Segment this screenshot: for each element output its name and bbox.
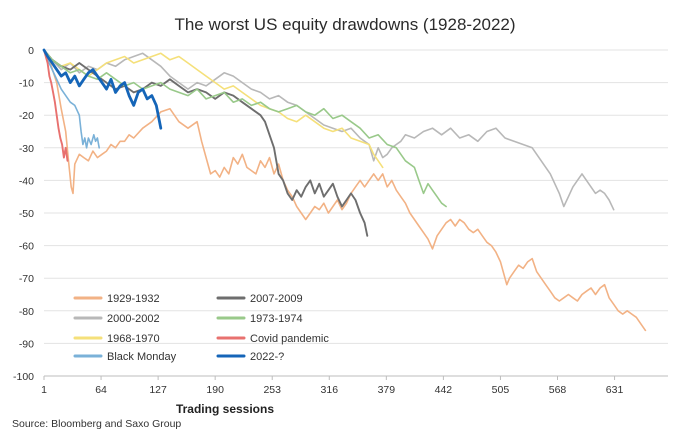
y-tick-label: -40: [19, 175, 34, 187]
x-tick-label: 379: [378, 384, 396, 396]
y-tick-label: -50: [19, 208, 34, 220]
x-tick-label: 631: [606, 384, 624, 396]
gridlines: [44, 49, 668, 344]
x-tick-label: 253: [263, 384, 281, 396]
chart-title: The worst US equity drawdowns (1928-2022…: [174, 15, 515, 34]
x-tick-label: 190: [206, 384, 224, 396]
x-tick-label: 1: [41, 384, 47, 396]
legend-label: 1929-1932: [107, 293, 160, 305]
x-tick-label: 316: [321, 384, 339, 396]
series-line-covid-pandemic: [43, 49, 69, 162]
legend-label: Covid pandemic: [250, 333, 329, 345]
y-tick-label: -70: [19, 273, 34, 285]
y-axis-ticks: 0 -10 -20 -30 -40 -50 -60 -70 -80 -90 -100: [13, 45, 34, 383]
source-note: Source: Bloomberg and Saxo Group: [12, 418, 181, 430]
series-line-1929-1932: [43, 49, 647, 332]
x-tick-label: 127: [149, 384, 167, 396]
series-line-2022: [42, 48, 163, 130]
legend-label: 1968-1970: [107, 333, 160, 345]
legend-label: Black Monday: [107, 351, 177, 363]
series-line-2000-2002: [43, 49, 615, 211]
series-line-1973-1974: [43, 49, 447, 208]
y-tick-label: -60: [19, 241, 34, 253]
y-tick-label: 0: [28, 45, 34, 57]
x-tick-label: 442: [435, 384, 453, 396]
legend-label: 2022-?: [250, 351, 284, 363]
x-tick-label: 505: [492, 384, 510, 396]
x-tick-label: 568: [549, 384, 567, 396]
y-tick-label: -90: [19, 338, 34, 350]
y-tick-label: -10: [19, 78, 34, 90]
series-line-1968-1970: [43, 49, 384, 169]
x-tick-label: 64: [95, 384, 107, 396]
series-line-black-monday: [43, 49, 100, 149]
legend-label: 2007-2009: [250, 293, 303, 305]
y-tick-label: -20: [19, 110, 34, 122]
x-axis-label: Trading sessions: [176, 402, 274, 416]
series-lines: [42, 48, 647, 332]
legend: 1929-1932 2000-2002 1968-1970 Black Monday 2…: [73, 293, 329, 363]
y-tick-label: -100: [13, 371, 34, 383]
x-axis-ticks: 1 64 127 190 253 316 379 442 505 568 631: [41, 376, 623, 396]
legend-label: 1973-1974: [250, 313, 303, 325]
y-tick-label: -30: [19, 143, 34, 155]
legend-label: 2000-2002: [107, 313, 160, 325]
y-tick-label: -80: [19, 306, 34, 318]
